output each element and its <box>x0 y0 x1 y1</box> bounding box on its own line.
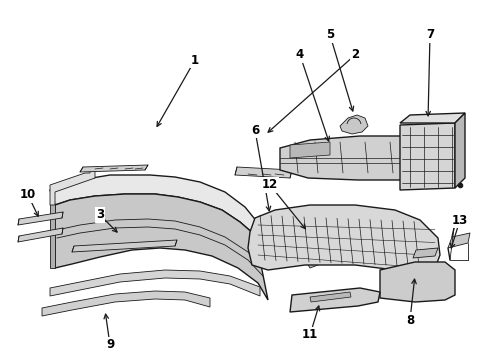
Polygon shape <box>50 175 258 235</box>
Polygon shape <box>290 288 380 312</box>
Text: 13: 13 <box>452 213 468 226</box>
Text: 3: 3 <box>96 208 104 221</box>
Polygon shape <box>72 240 177 252</box>
Text: 9: 9 <box>106 338 114 351</box>
Polygon shape <box>413 248 438 258</box>
Text: 6: 6 <box>251 123 259 136</box>
Polygon shape <box>290 142 330 158</box>
Text: 8: 8 <box>406 314 414 327</box>
Text: 12: 12 <box>262 179 278 192</box>
Polygon shape <box>280 136 460 180</box>
Text: 7: 7 <box>426 28 434 41</box>
Polygon shape <box>80 165 148 172</box>
Text: 10: 10 <box>20 189 36 202</box>
Polygon shape <box>400 123 455 190</box>
Text: 4: 4 <box>296 49 304 62</box>
Polygon shape <box>248 205 440 275</box>
Polygon shape <box>380 262 455 302</box>
Polygon shape <box>50 168 95 205</box>
Polygon shape <box>448 233 470 248</box>
Polygon shape <box>235 167 292 178</box>
Polygon shape <box>455 113 465 188</box>
Polygon shape <box>400 113 465 123</box>
Polygon shape <box>55 194 268 300</box>
Text: 2: 2 <box>351 49 359 62</box>
Polygon shape <box>18 212 63 225</box>
Polygon shape <box>298 220 328 248</box>
Polygon shape <box>310 292 351 302</box>
Text: 1: 1 <box>191 54 199 67</box>
Polygon shape <box>306 228 322 245</box>
Text: 11: 11 <box>302 328 318 342</box>
Polygon shape <box>50 270 260 296</box>
Polygon shape <box>305 246 320 268</box>
Text: 5: 5 <box>326 28 334 41</box>
Polygon shape <box>340 115 368 134</box>
Polygon shape <box>42 291 210 316</box>
Polygon shape <box>50 190 55 268</box>
Polygon shape <box>405 141 445 155</box>
Polygon shape <box>18 228 63 242</box>
